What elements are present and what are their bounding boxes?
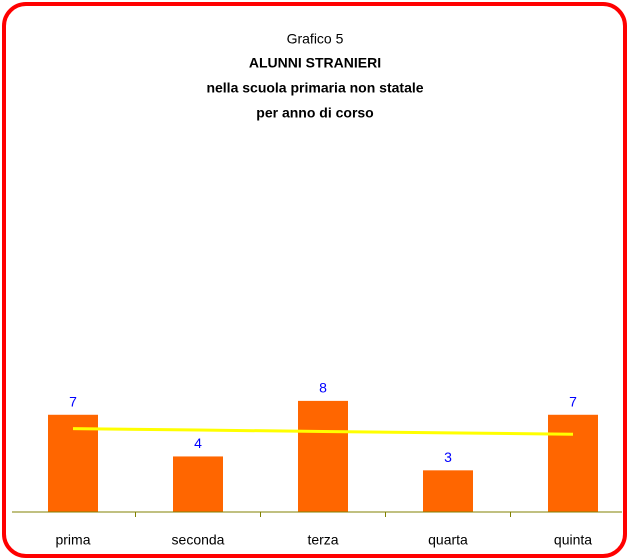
chart-subtitle: ALUNNI STRANIERI: [249, 55, 381, 71]
chart-subtitle: nella scuola primaria non statale: [206, 80, 423, 96]
data-label: 7: [569, 393, 577, 409]
data-label: 3: [444, 449, 452, 465]
bar: [48, 414, 98, 512]
bar: [173, 456, 223, 512]
x-tick-label: terza: [307, 532, 338, 548]
x-tick-label: seconda: [172, 532, 225, 548]
chart-title: Grafico 5: [287, 31, 344, 47]
data-label: 8: [319, 380, 327, 396]
data-label: 7: [69, 393, 77, 409]
trend-line: [72, 427, 574, 436]
x-tick-label: prima: [55, 532, 90, 548]
bar: [298, 400, 348, 512]
bar: [423, 470, 473, 512]
data-label: 4: [194, 435, 202, 451]
x-tick-label: quinta: [554, 532, 592, 548]
x-tick-label: quarta: [428, 532, 468, 548]
bar: [548, 414, 598, 512]
chart-subtitle: per anno di corso: [256, 105, 373, 121]
